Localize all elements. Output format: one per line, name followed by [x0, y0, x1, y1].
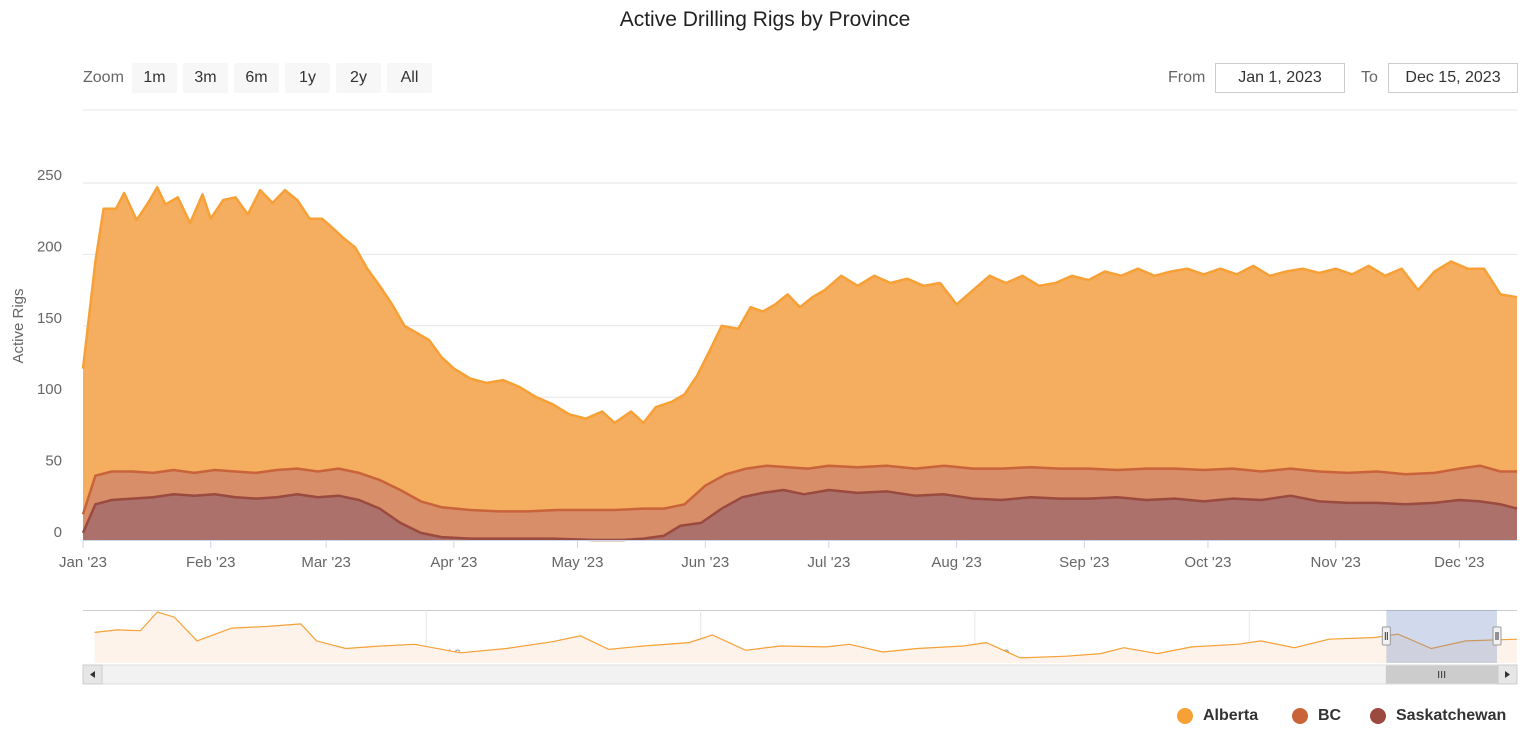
navigator-right-handle[interactable]: [1492, 626, 1502, 646]
x-tick-label: Nov '23: [1310, 554, 1360, 571]
chart-title: Active Drilling Rigs by Province: [619, 8, 911, 31]
y-tick-label: 150: [37, 310, 62, 327]
zoom-all-button[interactable]: All: [387, 63, 432, 93]
to-date-input[interactable]: Dec 15, 2023: [1388, 63, 1518, 93]
x-tick-label: Apr '23: [430, 554, 477, 571]
zoom-label: Zoom: [83, 69, 124, 86]
from-date-input[interactable]: Jan 1, 2023: [1215, 63, 1345, 93]
x-tick-label: Jun '23: [681, 554, 729, 571]
line-saskatchewan: [81, 488, 1518, 542]
y-axis-ticks: 0 50 100 150 200 250: [37, 167, 62, 541]
y-tick-label: 100: [37, 381, 62, 398]
line-alberta: [81, 186, 1518, 425]
navigator-line: [94, 611, 1518, 659]
navigator-left-handle[interactable]: [1381, 626, 1391, 646]
zoom-1y-button[interactable]: 1y: [285, 63, 330, 93]
scrollbar-right-button[interactable]: [1497, 664, 1518, 685]
x-tick-label: Oct '23: [1184, 554, 1231, 571]
y-tick-label: 250: [37, 167, 62, 184]
handle-body: [1381, 626, 1391, 646]
legend-saskatchewan-marker: [1370, 708, 1386, 724]
navigator-area: [94, 612, 1518, 663]
x-tick-label: Aug '23: [931, 554, 981, 571]
legend-saskatchewan-label: Saskatchewan: [1396, 707, 1507, 724]
x-tick-label: Feb '23: [186, 554, 236, 571]
handle-body: [1492, 626, 1502, 646]
legend-alberta-marker: [1177, 708, 1193, 724]
x-axis-ticks: Jan '23 Feb '23 Mar '23 Apr '23 May '23 Jun '…: [59, 540, 1517, 571]
y-axis-label: Active Rigs: [10, 288, 27, 363]
chevron-left-icon: [90, 671, 95, 678]
series-areas: [81, 186, 1518, 542]
x-tick-label: Jul '23: [807, 554, 850, 571]
navigator-selection: [1386, 610, 1497, 663]
scrollbar-thumb[interactable]: [1385, 665, 1498, 684]
x-tick-label: Dec '23: [1434, 554, 1484, 571]
legend-alberta-label: Alberta: [1203, 707, 1259, 724]
navigator[interactable]: 20142016201820202022: [82, 610, 1518, 685]
legend-bc-marker: [1292, 708, 1308, 724]
x-tick-label: May '23: [551, 554, 603, 571]
legend-bc-label: BC: [1318, 707, 1342, 724]
x-tick-label: Mar '23: [301, 554, 351, 571]
y-tick-label: 50: [45, 453, 62, 470]
to-label: To: [1361, 69, 1378, 86]
legend-item-saskatchewan[interactable]: Saskatchewan: [1370, 705, 1506, 727]
line-bc: [81, 464, 1517, 515]
y-tick-label: 0: [54, 524, 62, 541]
x-tick-label: Jan '23: [59, 554, 107, 571]
scrollbar-left-button[interactable]: [82, 664, 103, 685]
chevron-right-icon: [1505, 671, 1510, 678]
from-label: From: [1168, 69, 1206, 86]
x-tick-label: Sep '23: [1059, 554, 1109, 571]
zoom-2y-button[interactable]: 2y: [336, 63, 381, 93]
area-saskatchewan: [83, 490, 1517, 540]
legend-item-alberta[interactable]: Alberta: [1177, 705, 1258, 727]
scrollbar-track: [82, 664, 1518, 685]
legend-item-bc[interactable]: BC: [1292, 705, 1341, 727]
y-tick-label: 200: [37, 238, 62, 255]
zoom-6m-button[interactable]: 6m: [234, 63, 279, 93]
zoom-3m-button[interactable]: 3m: [183, 63, 228, 93]
zoom-1m-button[interactable]: 1m: [132, 63, 177, 93]
